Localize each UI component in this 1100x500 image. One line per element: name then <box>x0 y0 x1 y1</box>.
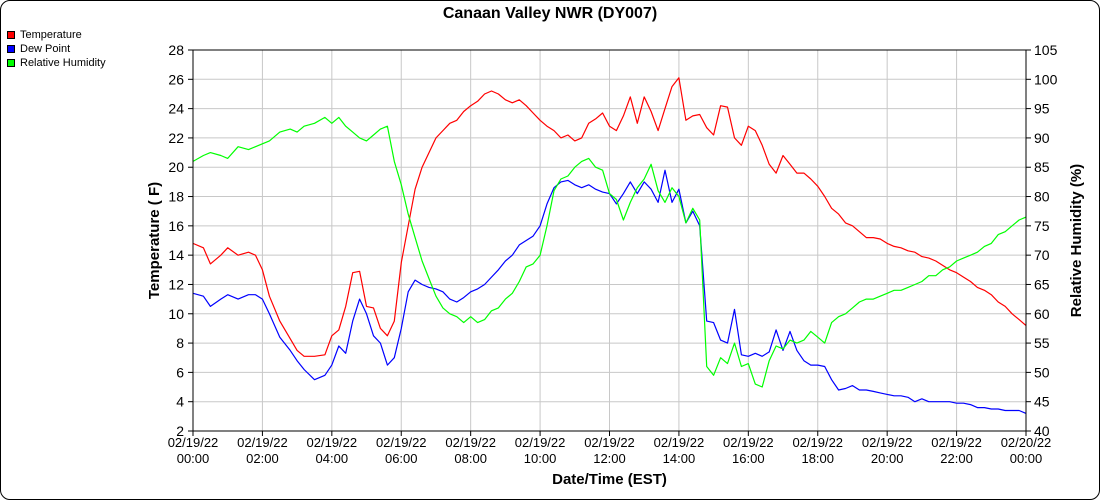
y-tick-label: 20 <box>168 159 184 175</box>
y-tick-label: 16 <box>168 218 184 234</box>
y2-tick-label: 50 <box>1034 364 1050 380</box>
legend-label-temperature: Temperature <box>20 29 82 41</box>
legend-item-temperature: Temperature <box>7 28 106 42</box>
y-tick-label: 22 <box>168 130 184 146</box>
y2-tick-label: 45 <box>1034 394 1050 410</box>
y2-tick-label: 100 <box>1034 71 1058 87</box>
y2-tick-label: 40 <box>1034 423 1050 439</box>
y-tick-label: 18 <box>168 189 184 205</box>
x-tick-date: 02/19/22 <box>168 435 219 450</box>
legend-swatch-relative-humidity <box>7 59 15 67</box>
y-tick-label: 12 <box>168 276 184 292</box>
x-tick-time: 12:00 <box>593 451 626 466</box>
y2-tick-label: 70 <box>1034 247 1050 263</box>
y-tick-label: 28 <box>168 42 184 58</box>
x-tick-date: 02/19/22 <box>376 435 427 450</box>
y2-tick-label: 85 <box>1034 159 1050 175</box>
y2-tick-label: 90 <box>1034 130 1050 146</box>
y-tick-label: 10 <box>168 306 184 322</box>
x-tick-time: 22:00 <box>940 451 973 466</box>
y2-tick-label: 95 <box>1034 101 1050 117</box>
series-line-dew-point <box>193 169 1026 414</box>
x-axis-label: Date/Time (EST) <box>552 471 667 488</box>
x-tick-time: 18:00 <box>801 451 834 466</box>
x-tick-date: 02/19/22 <box>515 435 566 450</box>
x-tick-date: 02/19/22 <box>445 435 496 450</box>
x-tick-date: 02/19/22 <box>931 435 982 450</box>
x-tick-time: 00:00 <box>177 451 210 466</box>
y2-tick-label: 60 <box>1034 306 1050 322</box>
y-tick-label: 6 <box>176 364 184 380</box>
y2-tick-label: 75 <box>1034 218 1050 234</box>
y-axis-label: Temperature ( F) <box>146 182 163 299</box>
x-axis-ticks: 02/19/2200:0002/19/2202:0002/19/2204:000… <box>168 431 1052 466</box>
x-tick-date: 02/19/22 <box>584 435 635 450</box>
x-tick-date: 02/19/22 <box>654 435 705 450</box>
y-tick-label: 4 <box>176 394 184 410</box>
legend-swatch-dew-point <box>7 45 15 53</box>
y-tick-label: 14 <box>168 247 184 263</box>
y2-tick-label: 55 <box>1034 335 1050 351</box>
series-line-temperature <box>193 77 1026 357</box>
y-tick-label: 8 <box>176 335 184 351</box>
x-tick-date: 02/19/22 <box>237 435 288 450</box>
grid-lines <box>192 49 1027 432</box>
y-tick-label: 2 <box>176 423 184 439</box>
y2-tick-label: 65 <box>1034 276 1050 292</box>
y2-axis-ticks: 40 45 50 55 60 65 70 75 80 85 90 95 100 105 <box>1026 42 1058 439</box>
y-tick-label: 26 <box>168 71 184 87</box>
chart-title: Canaan Valley NWR (DY007) <box>442 5 658 22</box>
x-tick-date: 02/19/22 <box>307 435 358 450</box>
x-tick-time: 00:00 <box>1010 451 1043 466</box>
x-tick-time: 04:00 <box>316 451 349 466</box>
x-tick-time: 10:00 <box>524 451 557 466</box>
x-tick-time: 16:00 <box>732 451 765 466</box>
x-tick-date: 02/19/22 <box>792 435 843 450</box>
x-tick-date: 02/20/22 <box>1001 435 1052 450</box>
legend-label-relative-humidity: Relative Humidity <box>20 57 106 69</box>
y2-tick-label: 105 <box>1034 42 1058 58</box>
y-tick-label: 24 <box>168 101 184 117</box>
y2-axis-label: Relative Humidity (%) <box>1068 164 1085 317</box>
legend-item-dew-point: Dew Point <box>7 42 106 56</box>
legend-swatch-temperature <box>7 31 15 39</box>
x-tick-date: 02/19/22 <box>862 435 913 450</box>
x-tick-time: 20:00 <box>871 451 904 466</box>
series-line-relative-humidity <box>193 116 1026 388</box>
y2-tick-label: 80 <box>1034 189 1050 205</box>
legend-label-dew-point: Dew Point <box>20 43 71 55</box>
legend-item-relative-humidity: Relative Humidity <box>7 56 106 70</box>
x-tick-time: 08:00 <box>454 451 487 466</box>
x-tick-date: 02/19/22 <box>723 435 774 450</box>
x-tick-time: 02:00 <box>246 451 279 466</box>
x-tick-time: 14:00 <box>663 451 696 466</box>
legend: Temperature Dew Point Relative Humidity <box>7 28 106 70</box>
x-tick-time: 06:00 <box>385 451 418 466</box>
series-lines <box>193 77 1026 414</box>
